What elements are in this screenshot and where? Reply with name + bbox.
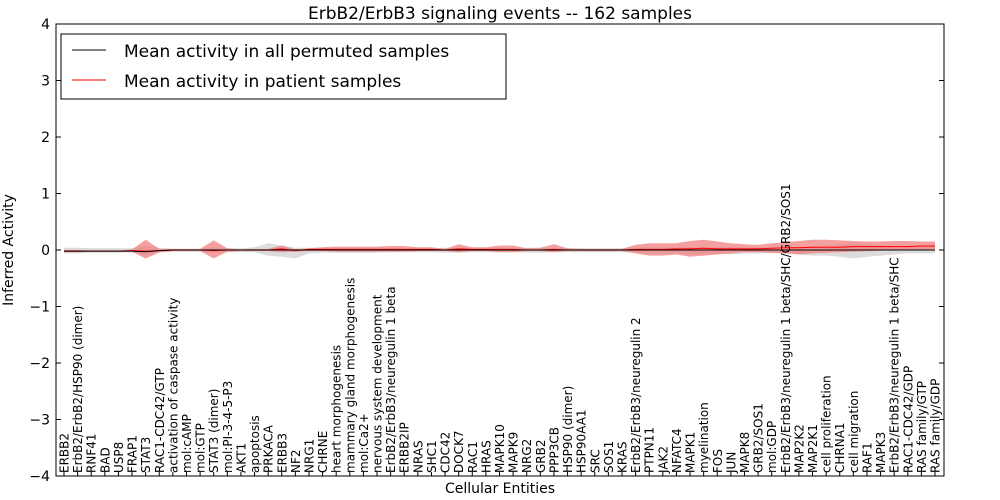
- y-tick-label: 1: [41, 187, 50, 203]
- x-tick-label: ErbB2/ErbB3/neuregulin 2: [629, 317, 643, 473]
- x-tick-label: NRG1: [303, 439, 317, 473]
- x-tick-label: heart morphogenesis: [330, 345, 344, 473]
- x-tick-label: STAT3: [139, 437, 153, 473]
- x-tick-label: ErbB2/ErbB3/neuregulin 1 beta: [384, 286, 398, 473]
- x-tick-label: ERBB2: [58, 433, 72, 473]
- y-tick-label: −4: [29, 469, 50, 485]
- x-tick-label: USP8: [112, 442, 126, 473]
- x-tick-label: DOCK7: [452, 430, 466, 473]
- x-tick-label: ErbB2/ErbB3/neuregulin 1 beta/SHC: [888, 257, 902, 473]
- y-tick-label: 2: [41, 130, 50, 146]
- x-axis: ERBB2 ErbB2/ErbB2/HSP90 (dimer) RNF41 BAD US…: [58, 183, 943, 476]
- x-tick-label: GRB2/SOS1: [752, 403, 766, 473]
- x-tick-label: CHRNA1: [833, 422, 847, 473]
- legend-label-patient: Mean activity in patient samples: [124, 72, 401, 92]
- x-tick-label: RAS family/GTP: [915, 381, 929, 473]
- x-tick-label: MAPK8: [738, 432, 752, 473]
- x-tick-label: SHC1: [425, 440, 439, 473]
- x-axis-label: Cellular Entities: [445, 481, 555, 497]
- x-tick-label: NRG2: [520, 439, 534, 473]
- y-tick-label: 0: [41, 243, 50, 259]
- y-tick-label: 3: [41, 74, 50, 90]
- x-tick-label: MAPK10: [493, 424, 507, 473]
- line-series-0: [64, 249, 935, 253]
- chart-title: ErbB2/ErbB3 signaling events -- 162 samp…: [308, 4, 692, 24]
- x-tick-label: mol:cAMP: [180, 414, 194, 473]
- x-tick-label: NFATC4: [670, 428, 684, 473]
- x-tick-label: RAC1-CDC42/GTP: [153, 368, 167, 473]
- x-tick-label: mol:Ca2+: [357, 413, 371, 473]
- x-tick-label: HRAS: [479, 440, 493, 473]
- legend-box: [60, 33, 507, 100]
- x-tick-label: ErbB2/ErbB3/neuregulin 1 beta/SHC/GRB2/S…: [779, 183, 793, 473]
- legend: Mean activity in all permuted samples Me…: [60, 33, 507, 100]
- x-tick-label: HSP90 (dimer): [561, 386, 575, 473]
- x-tick-label: SOS1: [602, 441, 616, 473]
- x-tick-label: CDC42: [439, 432, 453, 473]
- x-tick-label: mol:PI-3-4-5-P3: [221, 381, 235, 473]
- x-tick-label: CHRNE: [316, 431, 330, 473]
- x-tick-label: RAS family/GDP: [929, 379, 943, 473]
- x-tick-label: KRAS: [616, 441, 630, 473]
- x-tick-label: SRC: [588, 449, 602, 473]
- x-tick-label: MAP2K1: [806, 424, 820, 473]
- x-tick-label: MAPK3: [874, 432, 888, 473]
- x-tick-label: JAK2: [656, 446, 670, 474]
- x-tick-label: FOS: [711, 449, 725, 473]
- x-tick-label: nervous system development: [371, 294, 385, 473]
- x-tick-label: ERBB2IP: [398, 422, 412, 473]
- x-tick-label: AKT1: [234, 443, 248, 473]
- x-tick-label: activation of caspase activity: [166, 298, 180, 473]
- x-tick-label: PPP3CB: [547, 427, 561, 473]
- x-tick-label: JUN: [724, 452, 738, 474]
- series-layer: [64, 245, 935, 253]
- x-tick-label: RAC1-CDC42/GDP: [901, 366, 915, 473]
- x-tick-label: cell proliferation: [820, 375, 834, 473]
- x-tick-label: RNF41: [85, 434, 99, 474]
- x-tick-label: PTPN11: [643, 427, 657, 473]
- x-tick-label: PRKACA: [262, 424, 276, 473]
- x-tick-label: mammary gland morphogenesis: [343, 278, 357, 473]
- x-tick-label: MAPK9: [507, 432, 521, 473]
- x-tick-label: FRAP1: [126, 435, 140, 473]
- x-tick-label: ERBB3: [275, 433, 289, 473]
- x-tick-label: NF2: [289, 449, 303, 473]
- x-tick-label: apoptosis: [248, 415, 262, 473]
- x-tick-label: mol:GTP: [194, 423, 208, 473]
- y-axis-label: Inferred Activity: [1, 194, 17, 306]
- x-tick-label: MAPK1: [684, 432, 698, 473]
- x-tick-label: cell migration: [847, 391, 861, 473]
- x-tick-label: GRB2: [534, 439, 548, 473]
- x-tick-label: ErbB2/ErbB2/HSP90 (dimer): [71, 306, 85, 473]
- y-tick-label: 4: [41, 17, 50, 33]
- x-tick-label: NRAS: [411, 440, 425, 473]
- legend-label-permuted: Mean activity in all permuted samples: [124, 42, 449, 62]
- x-tick-label: myelination: [697, 402, 711, 473]
- x-tick-label: RAF1: [861, 442, 875, 473]
- x-tick-label: RAC1: [466, 441, 480, 473]
- x-tick-label: HSP90AA1: [575, 409, 589, 473]
- x-tick-label: mol:GDP: [765, 421, 779, 473]
- y-tick-label: −2: [29, 356, 50, 372]
- y-tick-label: −3: [29, 413, 50, 429]
- x-tick-label: STAT3 (dimer): [207, 389, 221, 473]
- x-tick-label: BAD: [98, 447, 112, 473]
- y-tick-label: −1: [29, 300, 50, 316]
- y-axis: −4 −3 −2 −1 0 1 2 3 4: [29, 17, 944, 485]
- x-tick-label: MAP2K2: [792, 424, 806, 473]
